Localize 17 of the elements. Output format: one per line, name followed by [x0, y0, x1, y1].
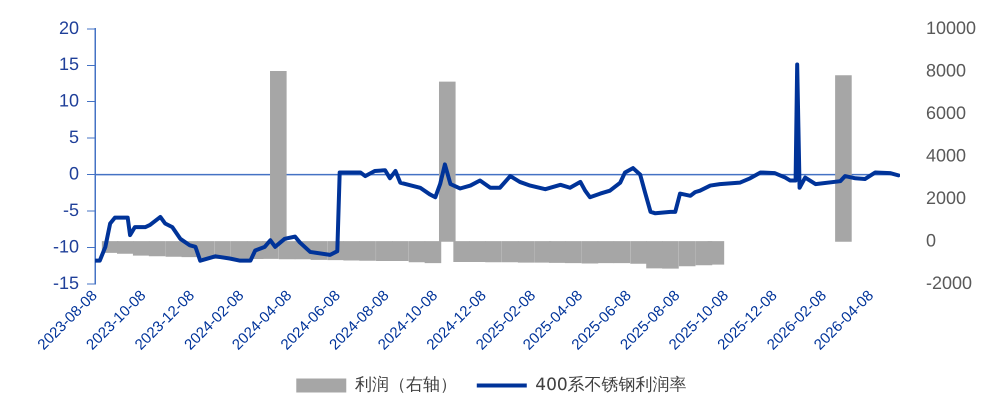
y-tick-label: -5: [62, 200, 79, 220]
y2-tick-label: 2000: [926, 188, 966, 208]
y2-tick-label: 10000: [926, 18, 976, 38]
y-tick-label: 15: [58, 54, 79, 74]
legend-label: 400系不锈钢利润率: [535, 374, 687, 395]
y2-tick-label: 6000: [926, 102, 966, 123]
y-tick-label: -10: [52, 236, 79, 257]
y-tick-label: 0: [68, 164, 79, 184]
y2-tick-label: 8000: [926, 60, 966, 80]
y-tick-label: -15: [52, 272, 79, 293]
y-tick-label: 20: [58, 18, 79, 38]
y2-tick-label: 0: [926, 230, 936, 250]
y-tick-label: 5: [68, 127, 79, 148]
y2-tick-label: 4000: [926, 145, 966, 166]
y2-tick-label: -2000: [926, 272, 972, 293]
y-tick-label: 10: [58, 90, 79, 111]
legend-label: 利润（右轴）: [354, 374, 457, 395]
